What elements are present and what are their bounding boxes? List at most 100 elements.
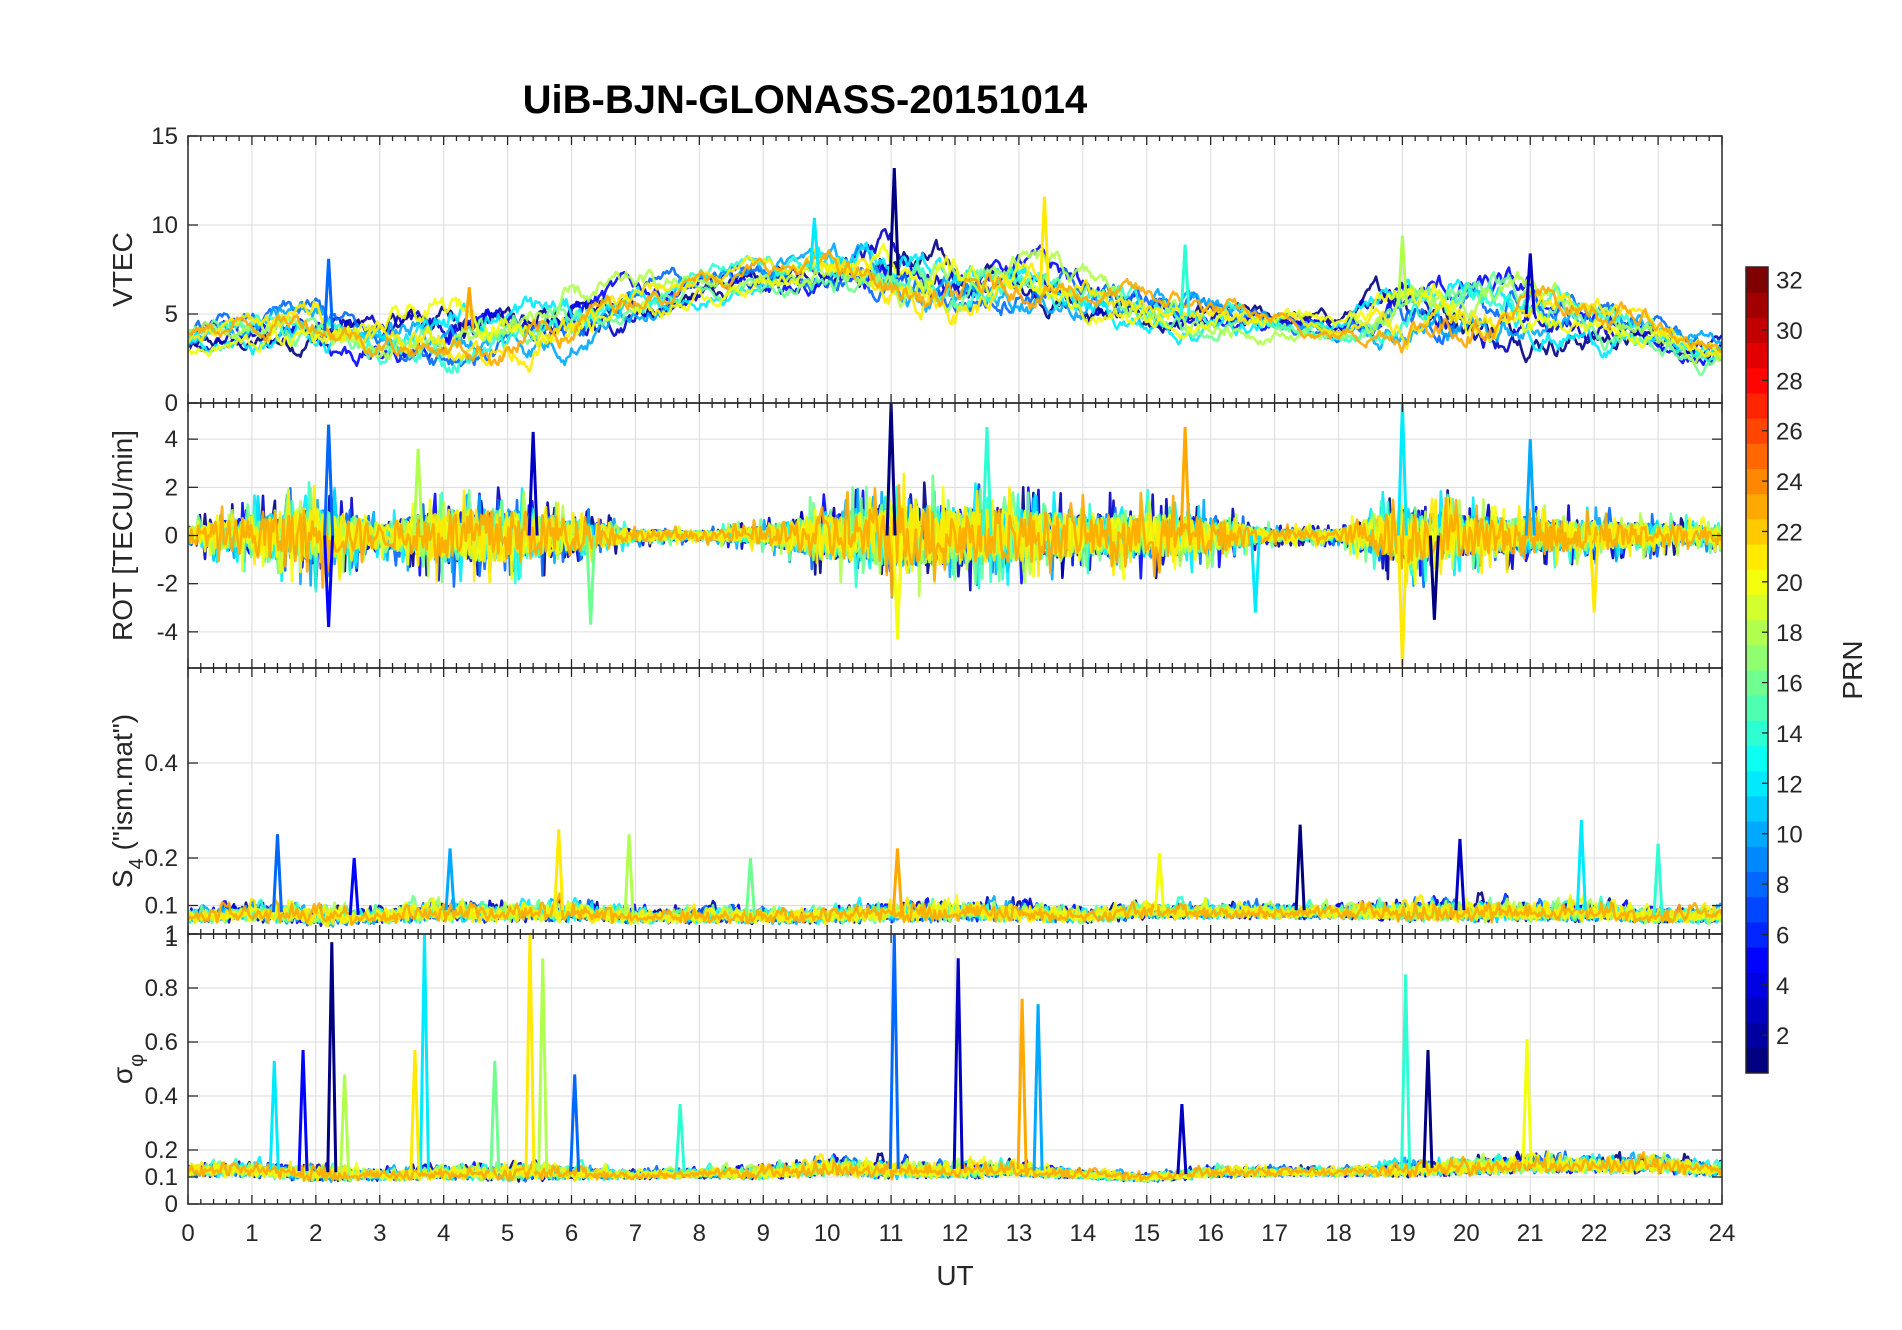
colorbar-swatch — [1746, 670, 1768, 696]
panel-s4: 0.1 0.2 0.4S4 ("ism.mat") — [107, 667, 1723, 935]
panel-sigphi: 00.10.2 0.4 0.6 0.8 11 σφ — [107, 921, 1723, 1218]
spike-mark — [463, 287, 475, 331]
series-line-prn-23 — [188, 1151, 1722, 1183]
spike-mark — [1176, 1104, 1188, 1175]
series-line-prn-20 — [188, 893, 1722, 926]
x-tick-label: 24 — [1709, 1220, 1736, 1247]
series-line-prn-8 — [188, 262, 1722, 368]
x-tick-label: 1 — [245, 1220, 258, 1247]
spike-mark — [271, 834, 283, 913]
spike-mark — [553, 829, 565, 911]
panel-rot: -4 -2 0 2 4 ROT [TECU/min] — [107, 402, 1723, 669]
x-tick-label: 20 — [1453, 1220, 1480, 1247]
y-tick-label: 10 — [151, 212, 178, 239]
spike-mark — [1428, 535, 1440, 620]
y-axis-label-sigphi: σφ — [107, 1054, 148, 1084]
x-tick-label: 0 — [181, 1220, 194, 1247]
spike-mark — [1179, 244, 1191, 317]
colorbar-tick-label: 22 — [1776, 519, 1803, 546]
y-tick-label: 0.8 — [145, 975, 178, 1002]
spike-mark — [888, 934, 900, 1169]
colorbar-swatch — [1746, 418, 1768, 444]
spike-mark — [1154, 853, 1166, 911]
colorbar-swatch — [1746, 745, 1768, 772]
colorbar-tick-label: 2 — [1776, 1023, 1789, 1050]
colorbar-swatch — [1746, 1022, 1768, 1049]
colorbar-tick-label: 18 — [1776, 620, 1803, 647]
spike-mark — [524, 934, 536, 1172]
y-tick-label: 0.1 — [145, 1164, 178, 1191]
colorbar-swatch — [1746, 292, 1768, 318]
y-tick-label: 0.6 — [145, 1029, 178, 1056]
x-tick-label: 21 — [1517, 1220, 1544, 1247]
x-tick-label: 9 — [757, 1220, 770, 1247]
colorbar-swatch — [1746, 972, 1768, 998]
y-tick-label: 4 — [165, 426, 178, 453]
colorbar-swatch — [1746, 619, 1768, 646]
spike-mark — [744, 857, 756, 916]
colorbar-swatch — [1746, 493, 1768, 520]
y-tick-label: 1 — [165, 921, 178, 948]
y-tick-label: 0 — [165, 390, 178, 417]
spike-mark — [1396, 403, 1408, 536]
spike-mark — [339, 1074, 351, 1173]
y-tick-label: -2 — [157, 571, 178, 598]
spike-mark — [444, 848, 456, 911]
colorbar-frame — [1745, 266, 1769, 1074]
colorbar-tick-label: 4 — [1776, 973, 1789, 1000]
spike-mark — [1016, 998, 1028, 1170]
y-axis-label-s4: S4 ("ism.mat") — [107, 714, 148, 888]
x-tick-label: 5 — [501, 1220, 514, 1247]
colorbar-swatch — [1746, 443, 1768, 469]
colorbar-swatch — [1746, 392, 1768, 419]
spike-mark — [1454, 838, 1466, 911]
y-axis-label-vtec: VTEC — [107, 232, 138, 307]
spike-mark — [1575, 819, 1587, 911]
spike-mark — [1396, 235, 1408, 306]
y-tick-label: 2 — [165, 474, 178, 501]
colorbar-swatch — [1746, 695, 1768, 721]
colorbar-swatch — [1746, 367, 1768, 394]
colorbar-tick-label: 32 — [1776, 268, 1803, 295]
series-group — [188, 934, 1722, 1183]
series-line-prn-23 — [188, 892, 1722, 926]
spike-mark — [585, 535, 597, 625]
x-tick-label: 7 — [629, 1220, 642, 1247]
spike-mark — [1521, 1039, 1533, 1164]
colorbar-swatch — [1746, 921, 1768, 948]
colorbar-swatch — [1746, 795, 1768, 822]
colorbar-swatch — [1746, 997, 1768, 1024]
x-tick-label: 23 — [1645, 1220, 1672, 1247]
y-tick-label: 0 — [165, 523, 178, 550]
colorbar-swatch — [1746, 569, 1768, 595]
x-tick-label: 3 — [373, 1220, 386, 1247]
spike-mark — [1294, 824, 1306, 911]
colorbar-swatch — [1746, 342, 1768, 369]
x-tick-label: 16 — [1197, 1220, 1224, 1247]
x-tick-label: 12 — [942, 1220, 969, 1247]
x-tick-label: 17 — [1261, 1220, 1288, 1247]
x-axis: 0 1 2 3 4 5 6 7 8 9 10 11 12 13 14 15 16 17 18 19 20 21 22 23 24 — [181, 1220, 1735, 1247]
x-tick-label: 14 — [1069, 1220, 1096, 1247]
x-axis-label: UT — [936, 1260, 973, 1291]
series-group — [188, 403, 1722, 666]
series-line-prn-23 — [188, 483, 1722, 598]
x-tick-label: 11 — [879, 1220, 904, 1247]
colorbar-tick-label: 24 — [1776, 469, 1803, 496]
y-tick-label: -4 — [157, 619, 178, 646]
spike-mark — [412, 448, 424, 536]
colorbar-swatch — [1746, 720, 1768, 747]
spike-mark — [808, 217, 820, 272]
x-tick-label: 6 — [565, 1220, 578, 1247]
spike-mark — [1524, 439, 1536, 536]
spike-mark — [569, 1074, 581, 1172]
spike-mark — [489, 1060, 501, 1172]
spike-mark — [1179, 427, 1191, 536]
colorbar-tick-label: 16 — [1776, 671, 1803, 698]
series-line-prn-20 — [188, 242, 1722, 358]
y-tick-label: 5 — [165, 301, 178, 328]
x-tick-label: 8 — [693, 1220, 706, 1247]
x-tick-label: 19 — [1389, 1220, 1416, 1247]
